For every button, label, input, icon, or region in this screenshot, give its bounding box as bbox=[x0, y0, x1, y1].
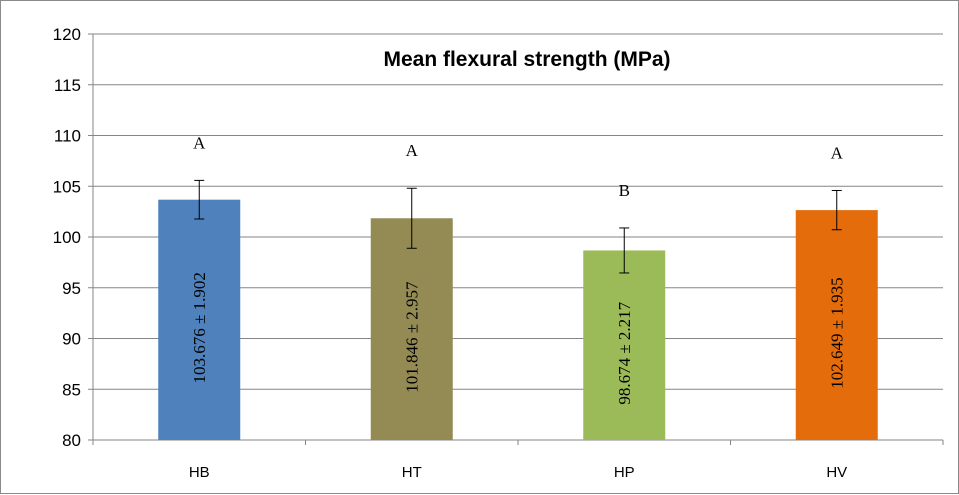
group-letter-hb: A bbox=[193, 133, 206, 152]
y-tick-label: 95 bbox=[62, 279, 81, 298]
y-tick-label: 120 bbox=[53, 25, 81, 44]
group-letter-hv: A bbox=[831, 143, 844, 162]
y-tick-label: 80 bbox=[62, 431, 81, 450]
y-tick-label: 115 bbox=[54, 76, 81, 95]
x-label-hv: HV bbox=[826, 464, 847, 481]
bars: 103.676 ± 1.902 101.846 ± 2.957 98.674 ± 2… bbox=[158, 199, 878, 440]
x-label-hp: HP bbox=[614, 464, 635, 481]
chart-title: Mean flexural strength (MPa) bbox=[383, 48, 670, 71]
y-tick-label: 100 bbox=[53, 228, 81, 247]
error-bars: A A B A bbox=[193, 133, 844, 274]
y-tick-label: 105 bbox=[53, 177, 81, 196]
value-label-hp: 98.674 ± 2.217 bbox=[615, 301, 634, 404]
bar-hp bbox=[583, 250, 666, 440]
bar-hv bbox=[795, 210, 878, 440]
bar-ht bbox=[370, 218, 453, 440]
value-label-ht: 101.846 ± 2.957 bbox=[403, 281, 422, 393]
y-tick-label: 85 bbox=[62, 380, 81, 399]
x-label-hb: HB bbox=[189, 464, 210, 481]
group-letter-ht: A bbox=[406, 141, 419, 160]
value-label-hb: 103.676 ± 1.902 bbox=[190, 272, 209, 383]
x-label-ht: HT bbox=[402, 464, 422, 481]
y-tick-label: 110 bbox=[54, 127, 81, 146]
y-tick-label: 90 bbox=[62, 330, 81, 349]
group-letter-hp: B bbox=[619, 181, 630, 200]
bar-hb bbox=[158, 199, 241, 440]
value-label-hv: 102.649 ± 1.935 bbox=[828, 277, 847, 388]
y-tick-labels: 80 85 90 95 100 105 110 115 120 bbox=[53, 25, 81, 450]
x-tick-labels: HB HT HP HV bbox=[189, 464, 847, 481]
